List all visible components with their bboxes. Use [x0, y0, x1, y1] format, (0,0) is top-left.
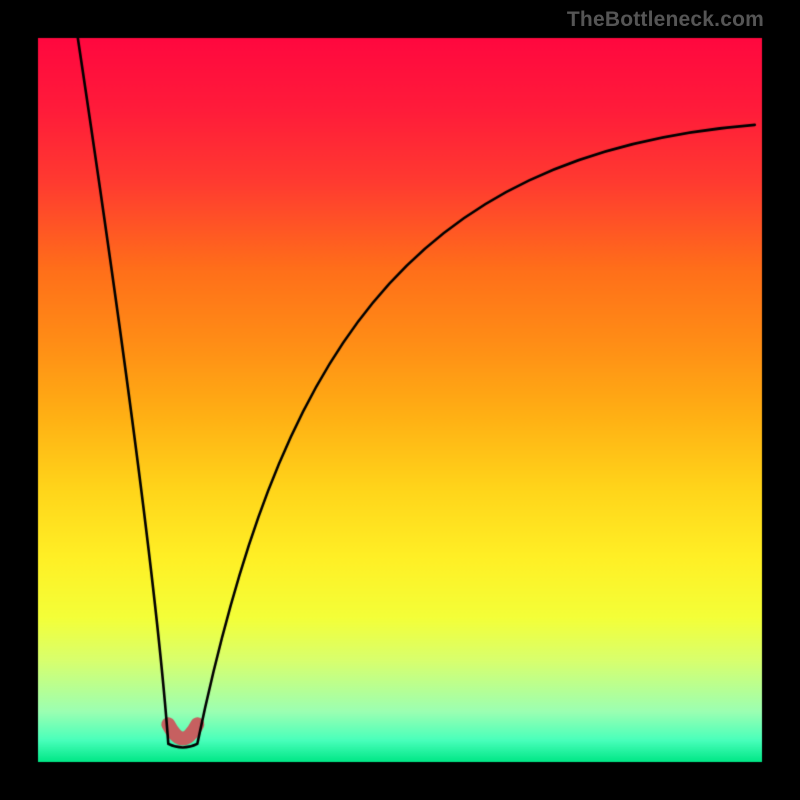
- watermark-text: TheBottleneck.com: [567, 8, 764, 32]
- chart-container: TheBottleneck.com: [0, 0, 800, 800]
- bottleneck-curve-chart: [0, 0, 800, 800]
